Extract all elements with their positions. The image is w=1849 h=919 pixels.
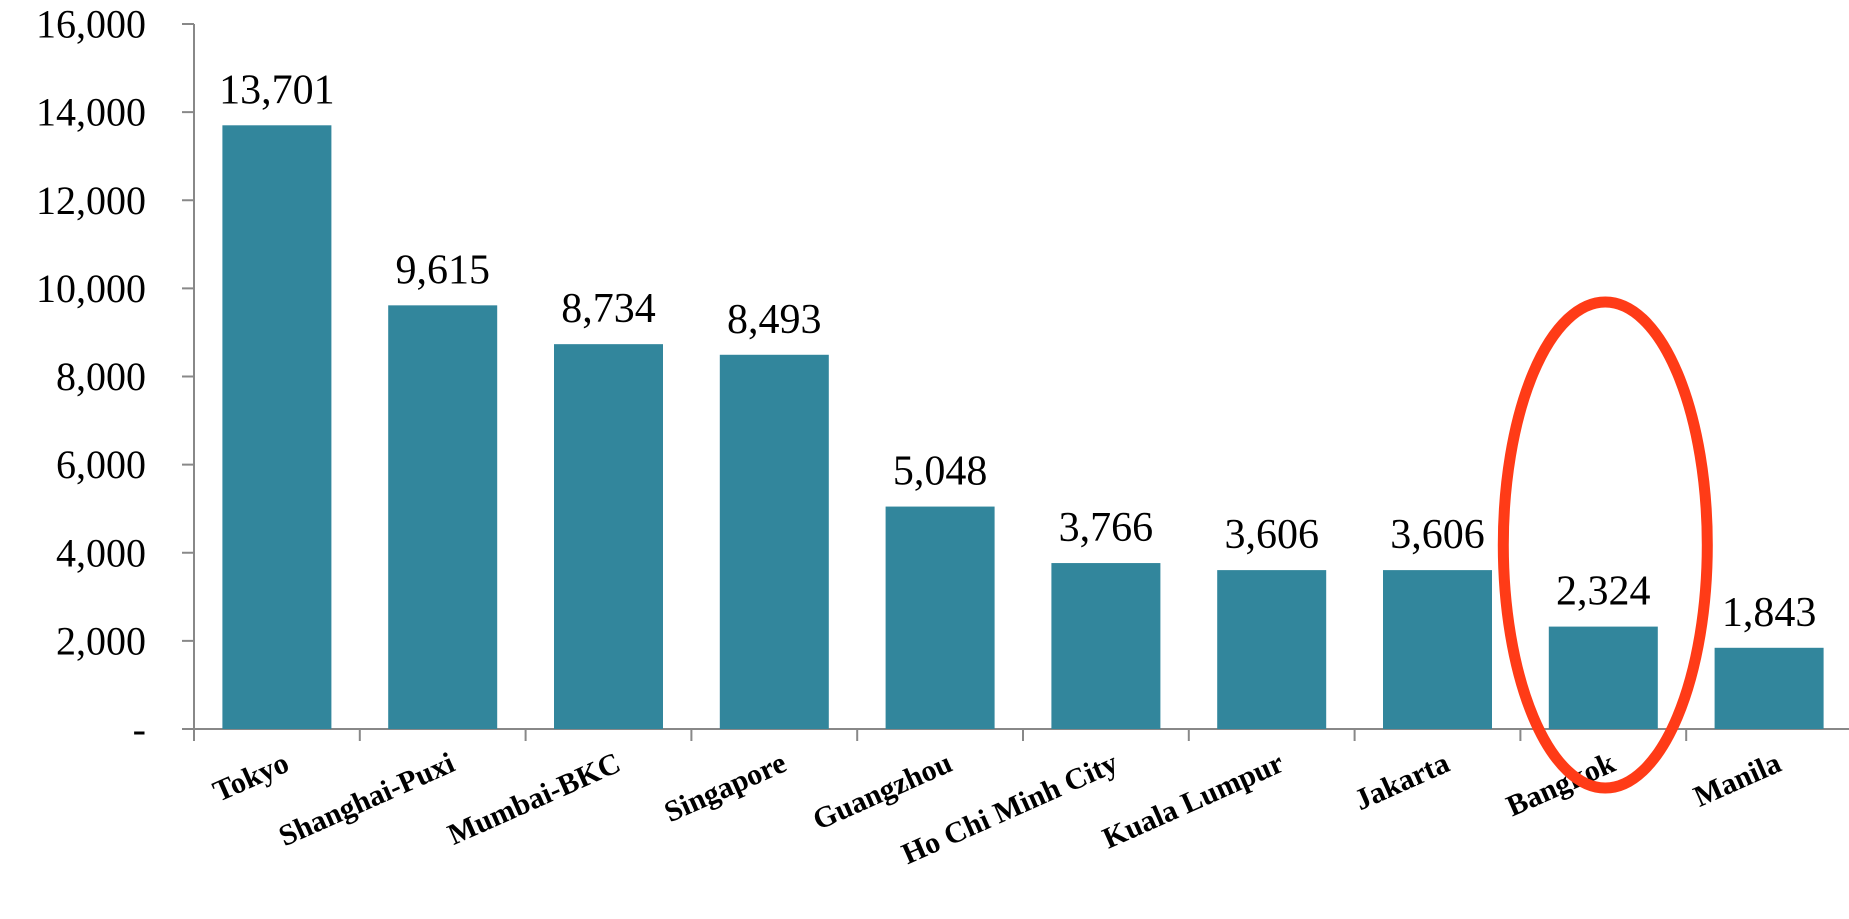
y-tick-label: - bbox=[133, 707, 146, 752]
y-tick-label: 2,000 bbox=[56, 618, 146, 663]
bar bbox=[1217, 570, 1327, 729]
data-label: 8,734 bbox=[561, 286, 656, 332]
data-label: 13,701 bbox=[219, 67, 335, 113]
category-label: Kuala Lumpur bbox=[1098, 746, 1289, 855]
category-label: Shanghai-Puxi bbox=[274, 746, 460, 853]
bar bbox=[1548, 626, 1658, 729]
y-tick-label: 14,000 bbox=[36, 90, 146, 135]
value-labels: 13,701 9,615 8,734 8,493 5,048 3,766 3,606 3,60… bbox=[219, 67, 1816, 635]
bar bbox=[719, 354, 829, 729]
data-label: 1,843 bbox=[1722, 590, 1817, 636]
data-label: 8,493 bbox=[727, 297, 822, 343]
category-label: Jakarta bbox=[1350, 746, 1455, 817]
bar bbox=[554, 344, 663, 729]
bar bbox=[388, 305, 498, 729]
bar bbox=[885, 506, 995, 729]
bar bbox=[1383, 570, 1492, 729]
y-tick-label: 4,000 bbox=[56, 530, 146, 575]
data-label: 2,324 bbox=[1556, 569, 1651, 615]
highlight-layer bbox=[1497, 296, 1713, 794]
data-label: 3,606 bbox=[1224, 512, 1319, 558]
bars bbox=[222, 125, 1824, 730]
y-tick-label: 12,000 bbox=[36, 178, 146, 223]
y-tick-label: 16,000 bbox=[36, 2, 146, 47]
y-axis: - 2,000 4,000 6,000 8,000 10,000 12,000 14,000 1… bbox=[36, 2, 195, 752]
y-tick-label: 10,000 bbox=[36, 266, 146, 311]
x-axis bbox=[193, 728, 1849, 741]
category-label: Tokyo bbox=[208, 746, 294, 808]
category-label: Mumbai-BKC bbox=[443, 746, 625, 851]
data-label: 5,048 bbox=[893, 449, 988, 495]
y-tick-label: 6,000 bbox=[56, 442, 146, 487]
data-label: 3,766 bbox=[1059, 505, 1154, 551]
bar bbox=[1051, 563, 1161, 729]
data-label: 3,606 bbox=[1390, 512, 1485, 558]
category-label: Manila bbox=[1689, 746, 1786, 813]
bar bbox=[1714, 647, 1824, 729]
category-label: Singapore bbox=[659, 746, 791, 829]
data-label: 9,615 bbox=[395, 247, 490, 293]
bar bbox=[222, 125, 332, 730]
y-tick-label: 8,000 bbox=[56, 354, 146, 399]
highlight-ellipse bbox=[1497, 296, 1713, 794]
